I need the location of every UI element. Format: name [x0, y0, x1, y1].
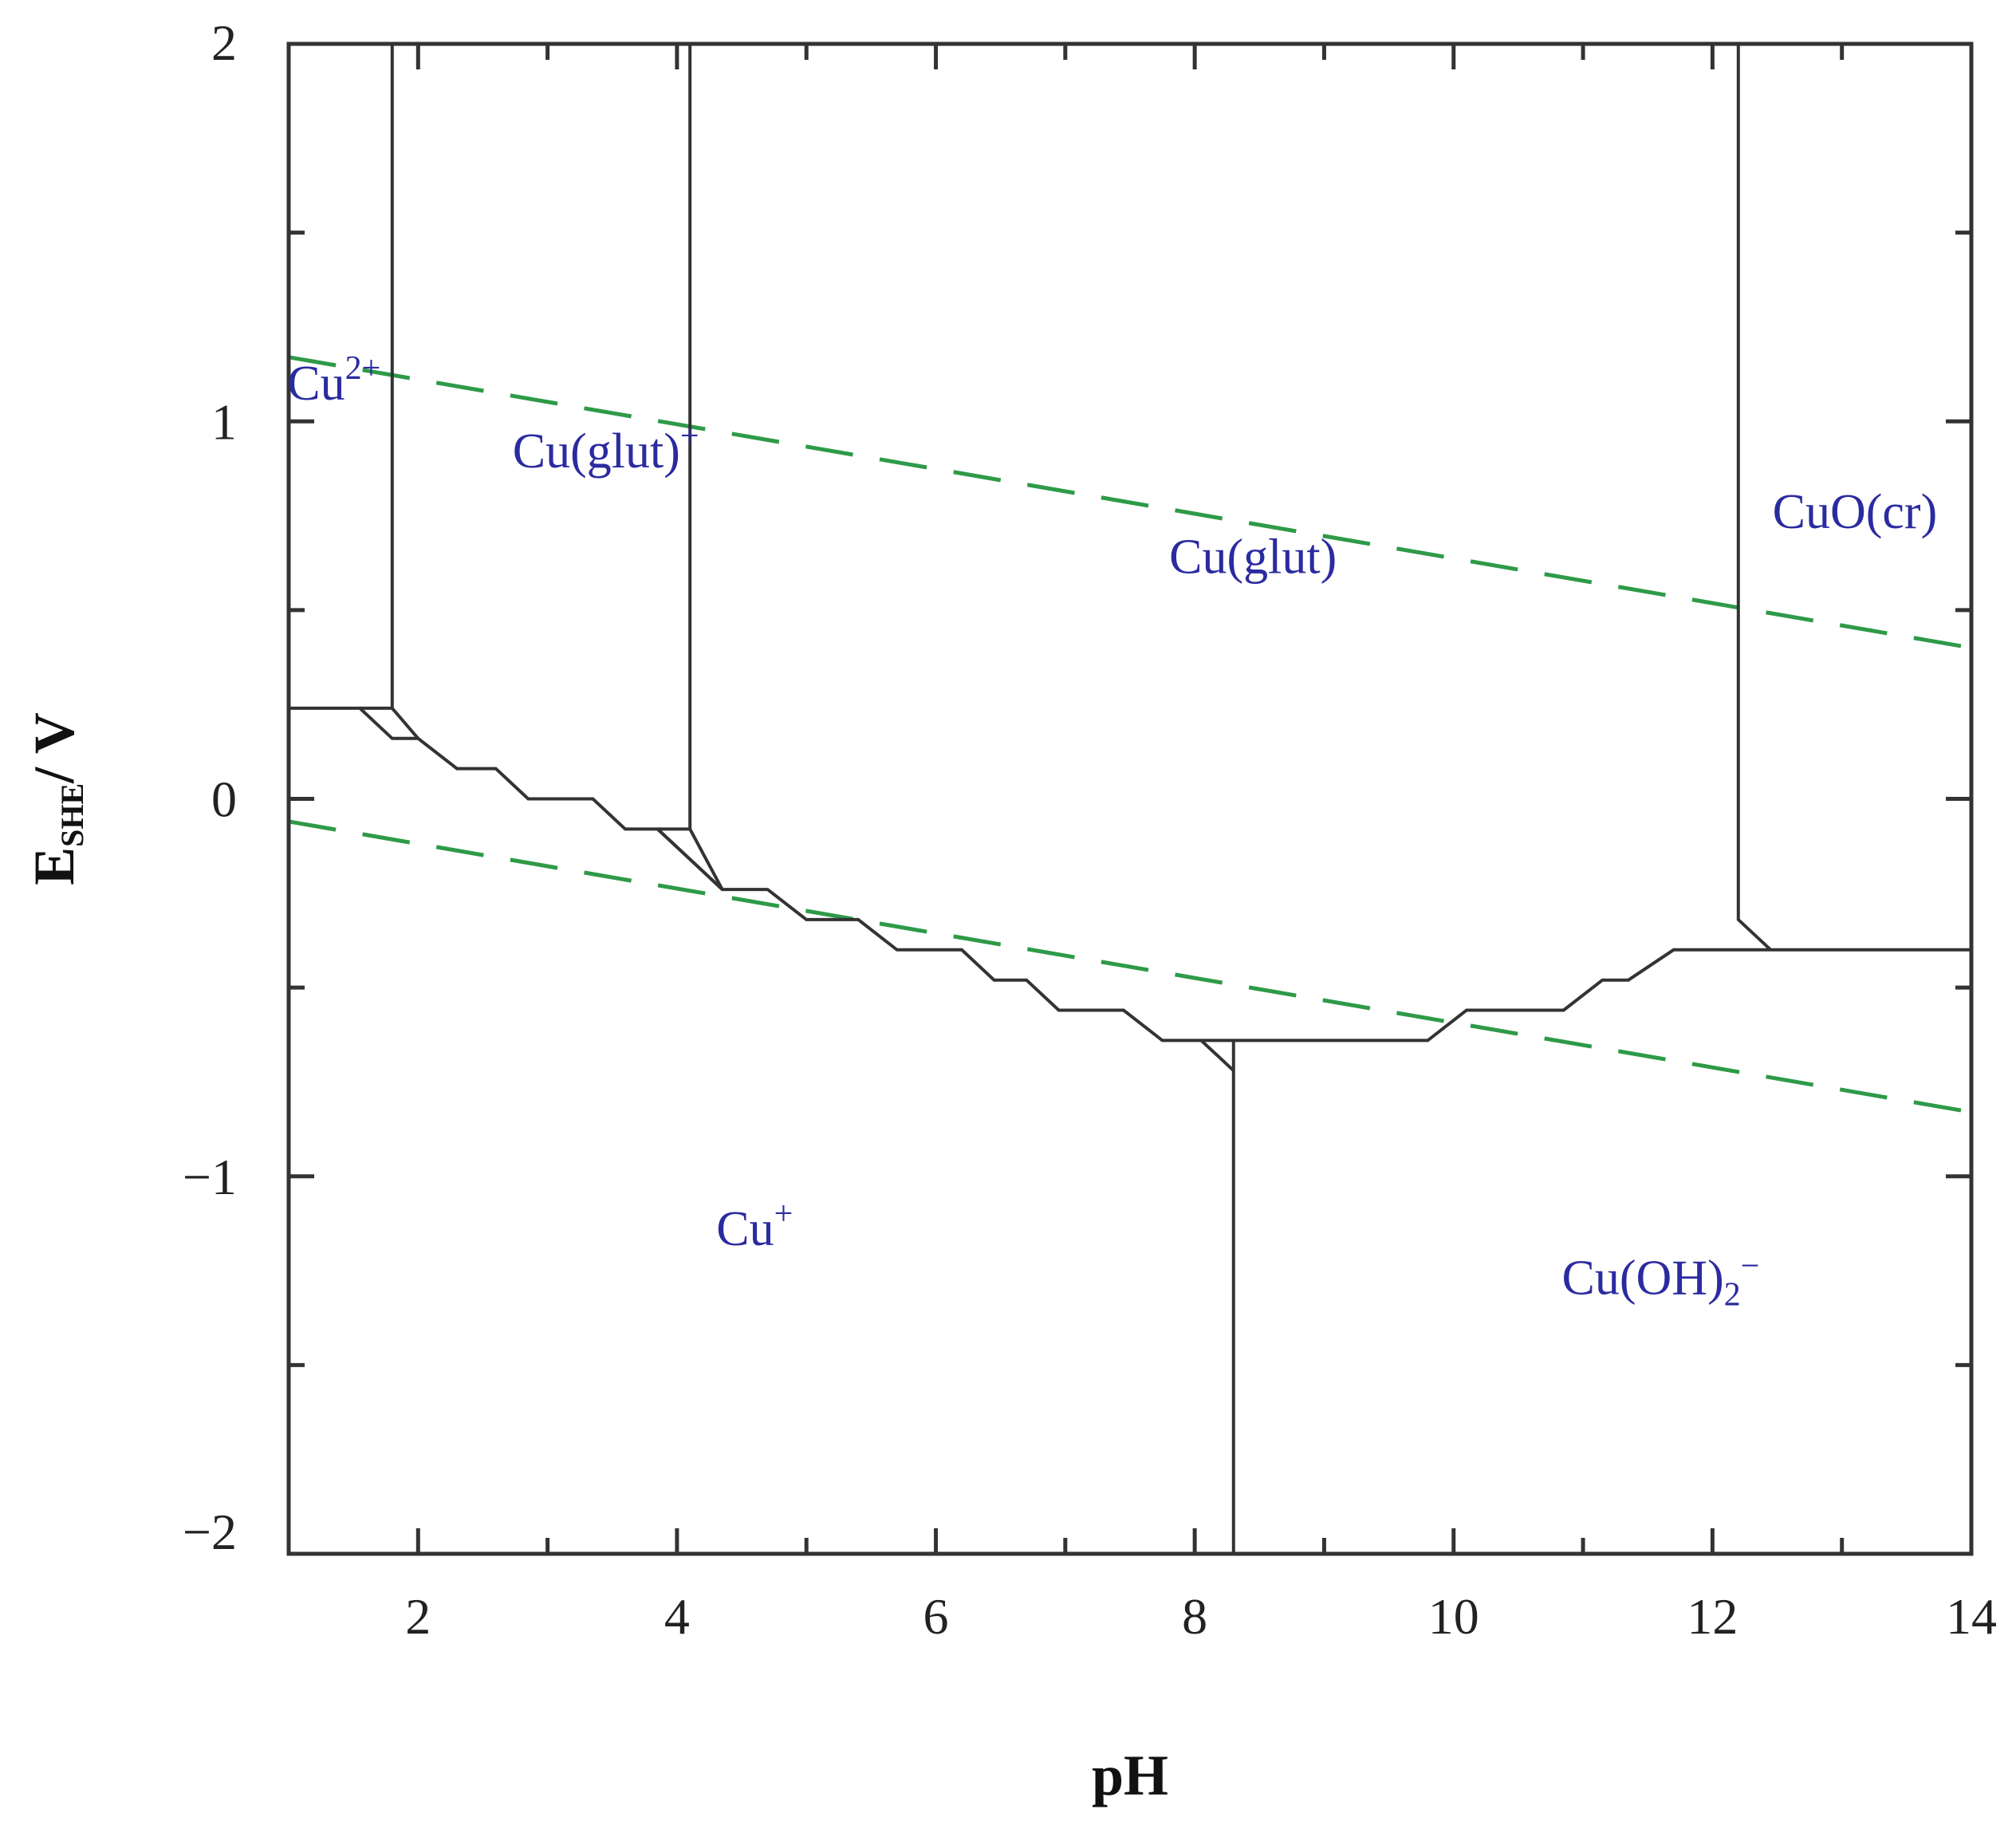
y-tick-label: −1 [183, 1149, 237, 1205]
phase-boundaries [289, 44, 1971, 1554]
y-axis-title-main: E [22, 847, 86, 885]
axis-ticks [286, 41, 1974, 1556]
water-stability-lines [288, 355, 1972, 1114]
y-axis-title-subscript: SHE [54, 783, 90, 847]
water-line-1 [288, 355, 1972, 650]
y-axis-title: ESHE/ V [22, 712, 90, 885]
boundary-line-6 [656, 827, 724, 891]
region-label: Cu(glut) [1169, 530, 1337, 585]
boundary-line-3 [1736, 44, 1772, 952]
boundary-line-4 [289, 706, 1971, 1043]
x-tick-label: 8 [1182, 1588, 1207, 1645]
region-label: Cu2+ [287, 350, 380, 411]
x-tick-label: 12 [1687, 1588, 1738, 1645]
x-tick-label: 6 [923, 1588, 949, 1645]
x-tick-label: 2 [405, 1588, 431, 1645]
x-tick-label: 14 [1946, 1588, 1997, 1645]
boundary-line-8 [1199, 1039, 1235, 1072]
region-label: Cu+ [716, 1196, 793, 1256]
y-tick-label: 1 [211, 393, 237, 450]
y-axis-title-unit: / V [22, 712, 86, 784]
region-label: Cu(OH)2− [1562, 1248, 1760, 1314]
x-axis-title: pH [1092, 1744, 1168, 1807]
x-tick-label: 4 [664, 1588, 690, 1645]
y-tick-label: 0 [211, 771, 237, 828]
y-tick-label: 2 [211, 14, 237, 71]
water-line-2 [288, 819, 1972, 1114]
y-tick-label: −2 [183, 1504, 237, 1560]
region-label: CuO(cr) [1773, 485, 1938, 539]
region-label: Cu(glut)+ [513, 418, 699, 479]
boundary-line-5 [360, 706, 419, 740]
x-tick-label: 10 [1428, 1588, 1479, 1645]
region-labels: Cu2+ Cu(glut)+ Cu(glut) CuO(cr) Cu+ Cu(OH)2− [287, 350, 1937, 1314]
